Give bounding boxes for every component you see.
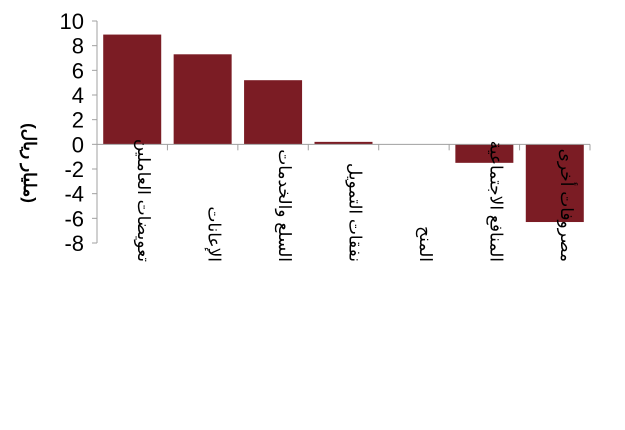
bar <box>173 54 232 145</box>
bar <box>244 80 303 145</box>
y-axis-label: (مليار ريال) <box>19 123 39 203</box>
y-tick-label: 8 <box>72 34 84 59</box>
y-tick-label: -8 <box>64 231 84 256</box>
x-tick-label: مصروفات أخرى <box>556 149 578 262</box>
y-tick-label: 0 <box>72 132 84 157</box>
bars <box>103 34 584 223</box>
bar <box>525 144 584 223</box>
y-tick-label: -6 <box>64 206 84 231</box>
x-tick-label: الإعانات <box>205 206 224 262</box>
x-tick-label: تعويضات العاملين <box>133 139 153 262</box>
y-tick-label: -2 <box>64 157 84 182</box>
bar <box>103 34 162 145</box>
y-tick-label: 10 <box>60 9 84 34</box>
y-tick-label: -4 <box>64 182 84 207</box>
y-tick-label: 2 <box>72 108 84 133</box>
bar <box>314 141 373 145</box>
y-tick-label: 4 <box>72 83 84 108</box>
x-tick-label: المنافع الاجتماعية <box>485 141 505 262</box>
y-tick-label: 6 <box>72 58 84 83</box>
x-tick-label: نفقات التمويل <box>345 163 365 262</box>
x-tick-label: المنح <box>415 226 435 262</box>
x-axis: تعويضات العاملين الإعانات السلع والخدمات نف… <box>96 139 591 262</box>
x-tick-label: السلع والخدمات <box>274 149 294 262</box>
bar <box>455 144 514 163</box>
